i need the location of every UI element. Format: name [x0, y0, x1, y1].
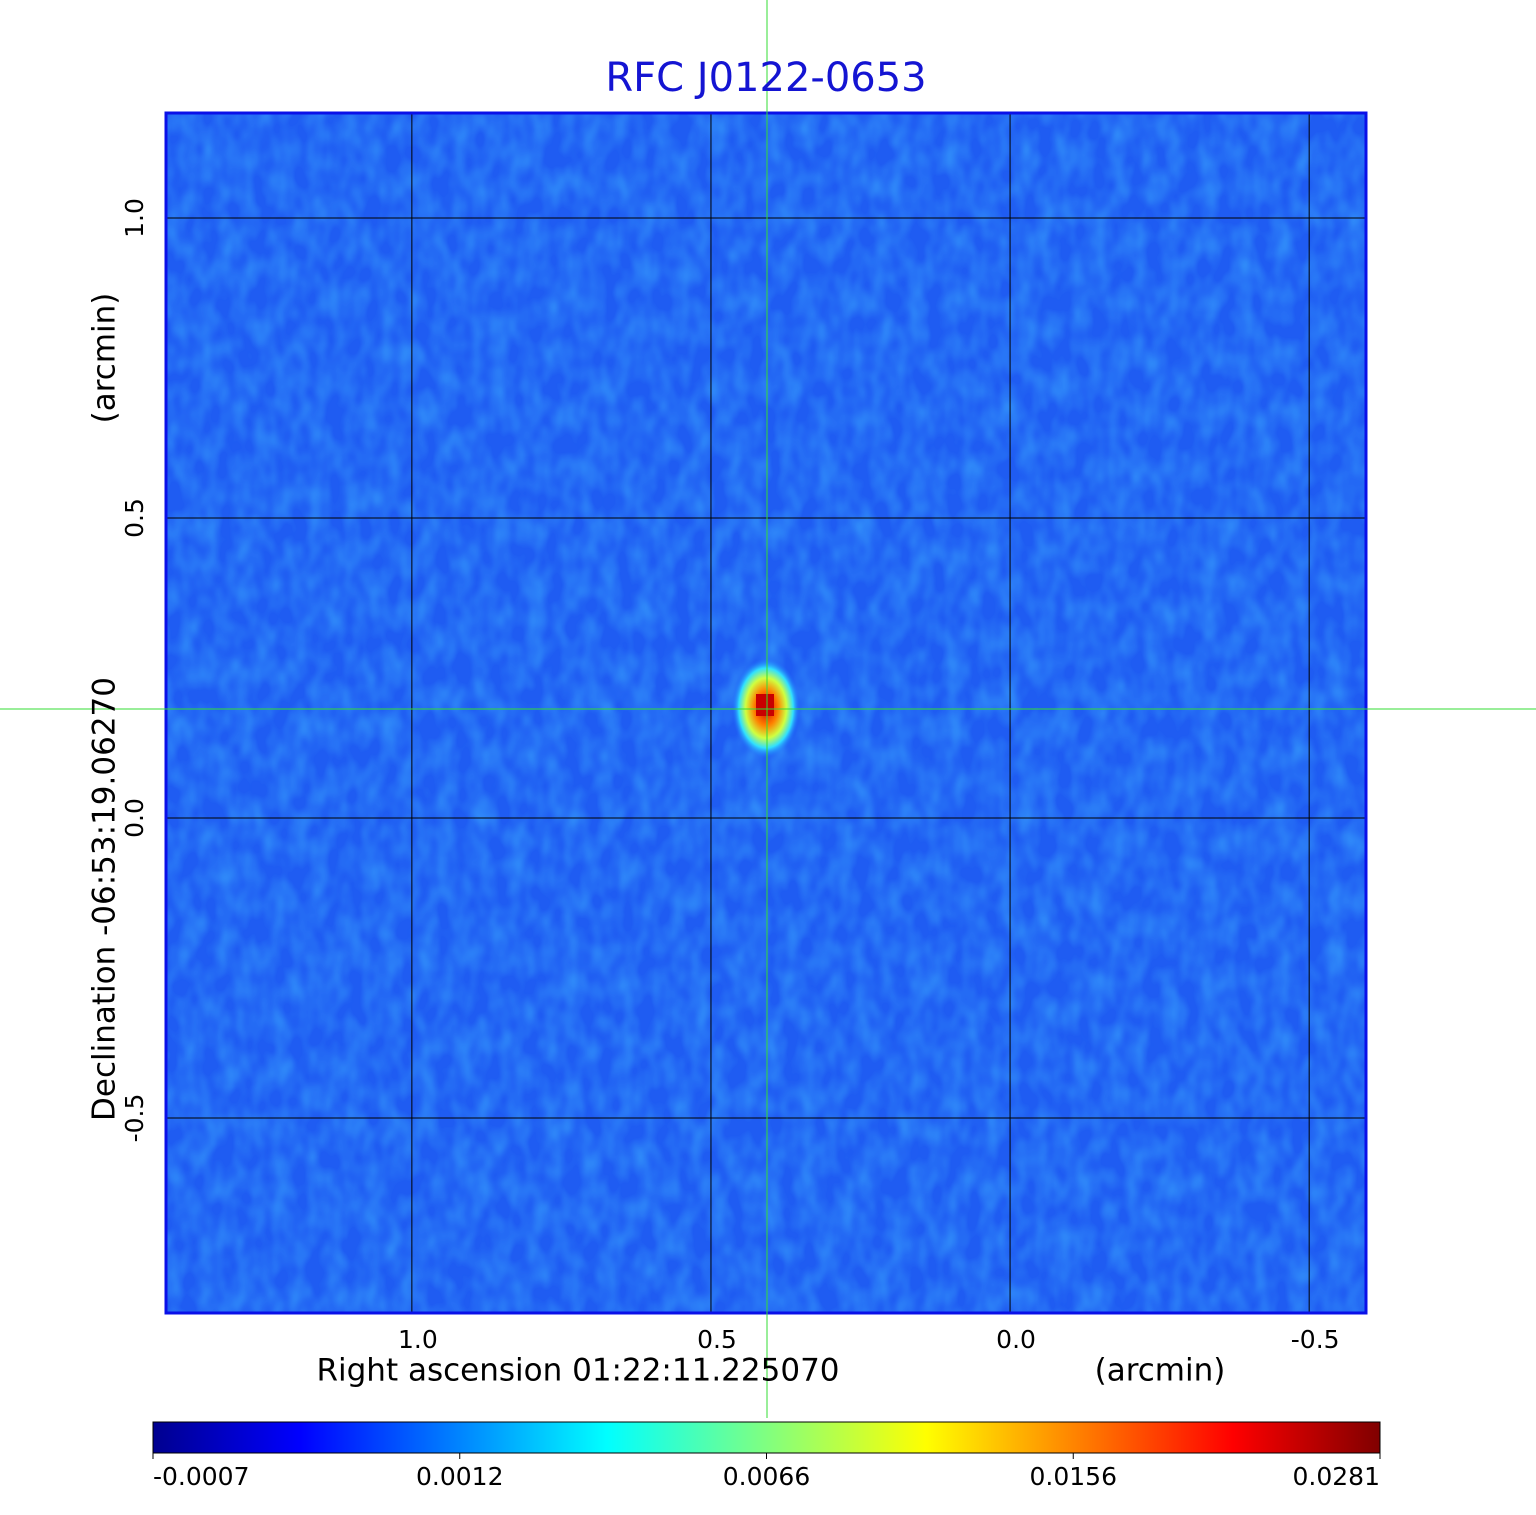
- y-tick-label: -0.5: [120, 1094, 149, 1143]
- x-tick-label: 1.0: [398, 1325, 438, 1354]
- colorbar-tick-label: 0.0066: [723, 1462, 810, 1491]
- y-tick-label: 0.0: [120, 798, 149, 838]
- y-tick-label: 1.0: [120, 198, 149, 238]
- y-axis-unit: (arcmin): [87, 293, 123, 424]
- chart-title: RFC J0122-0653: [605, 55, 926, 101]
- x-tick-label: 0.5: [697, 1325, 737, 1354]
- colorbar-tick-label: 0.0012: [416, 1462, 503, 1491]
- colorbar-tick-label: 0.0281: [1293, 1462, 1380, 1491]
- plot-frame: [164, 111, 1368, 1315]
- plot-area: [166, 113, 1366, 1313]
- y-tick-label: 0.5: [120, 498, 149, 538]
- source-peak: [756, 694, 774, 716]
- colorbar-tick-label: -0.0007: [153, 1462, 250, 1491]
- colorbar: [152, 1421, 1381, 1454]
- x-tick-label: 0.0: [996, 1325, 1036, 1354]
- y-axis-label: Declination -06:53:19.06270: [87, 677, 123, 1121]
- grid: [166, 113, 1366, 1313]
- colorbar-tick-label: 0.0156: [1030, 1462, 1117, 1491]
- x-tick-label: -0.5: [1291, 1325, 1340, 1354]
- x-axis-unit: (arcmin): [1095, 1353, 1226, 1389]
- x-axis-label: Right ascension 01:22:11.225070: [316, 1353, 839, 1389]
